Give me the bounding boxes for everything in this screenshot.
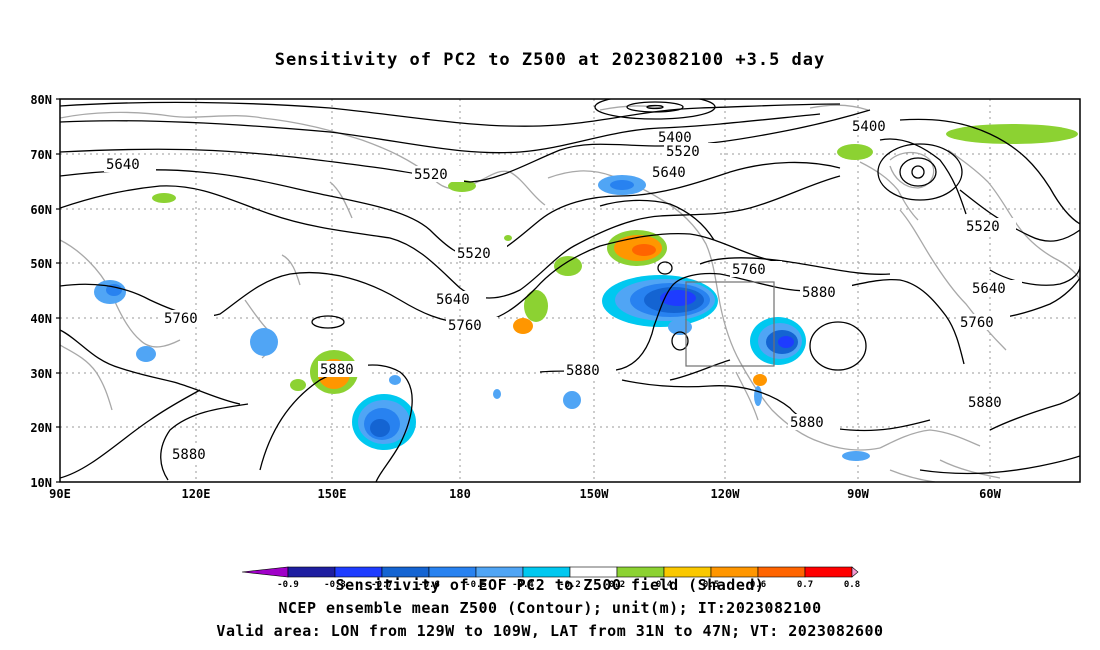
contour-label: 5400 [852,119,886,135]
contour-label: 5520 [666,144,700,160]
colorbar-tick: -0.9 [277,580,299,590]
plot-area [60,99,1080,482]
colorbar-tick: -0.7 [371,580,393,590]
contour-label: 5880 [968,395,1002,411]
contour-label: 5640 [436,292,470,308]
lon-label: 90E [49,487,71,501]
longitude-labels: 90E 120E 150E 180 150W 120W 90W 60W [49,487,1001,501]
contour-label: 5880 [566,363,600,379]
lon-label: 150E [318,487,347,501]
contour-label: 5760 [960,315,994,331]
lat-label: 40N [30,312,52,326]
colorbar-tick: 0.5 [703,580,719,590]
map-title: Sensitivity of PC2 to Z500 at 2023082100… [274,50,826,70]
colorbar-tick: -0.8 [324,580,346,590]
lon-label: 120W [711,487,741,501]
contour-label: 5520 [457,246,491,262]
contour-label: 5640 [106,157,140,173]
contour-label: 5520 [414,167,448,183]
lat-label: 50N [30,257,52,271]
lat-label: 20N [30,421,52,435]
valid-area-box [685,281,775,367]
sensitivity-shading [94,124,1078,461]
plot-border [59,98,1081,483]
contour-label: 5400 [658,130,692,146]
colorbar-tick: -0.2 [559,580,581,590]
colorbar-tick: 0.6 [750,580,766,590]
contour-label: 5640 [972,281,1006,297]
contour-label: 5880 [172,447,206,463]
latitude-labels: 80N 70N 60N 50N 40N 30N 20N 10N [30,93,52,490]
caption-shading: Sensitivity of EOF PC2 to Z500 field (Sh… [335,576,765,594]
contour-label: 5880 [320,362,354,378]
lat-label: 80N [30,93,52,107]
lon-label: 120E [182,487,211,501]
lat-label: 70N [30,148,52,162]
contour-label: 5760 [732,262,766,278]
colorbar-tick: 0.2 [609,580,625,590]
lat-lon-grid [60,99,1080,482]
colorbar-tick: 0.4 [656,580,673,590]
lon-label: 90W [847,487,869,501]
contour-label: 5520 [966,219,1000,235]
colorbar-tick: -0.4 [512,580,534,590]
lat-ticks [56,98,60,483]
contour-label: 5760 [164,311,198,327]
contour-label: 5640 [652,165,686,181]
contour-label: 5880 [802,285,836,301]
caption-valid-area: Valid area: LON from 129W to 109W, LAT f… [216,622,884,640]
lat-label: 30N [30,367,52,381]
contour-label: 5760 [448,318,482,334]
lat-label: 10N [30,476,52,490]
caption-contour: NCEP ensemble mean Z500 (Contour); unit(… [278,599,822,617]
contour-label: 5880 [790,415,824,431]
contour-labels: 5400 5400 5520 5520 5520 5520 5640 5640 … [104,118,1022,463]
lon-label: 180 [449,487,471,501]
colorbar-tick: -0.5 [465,580,487,590]
colorbar-cell [851,566,859,578]
colorbar: -0.9 -0.8 -0.7 -0.6 -0.5 -0.4 -0.2 0.2 0… [241,566,860,590]
lon-label: 150W [580,487,610,501]
lon-label: 60W [979,487,1001,501]
colorbar-tick: -0.6 [418,580,440,590]
colorbar-tick: 0.8 [844,580,860,590]
lat-label: 60N [30,203,52,217]
colorbar-tick: 0.7 [797,580,813,590]
